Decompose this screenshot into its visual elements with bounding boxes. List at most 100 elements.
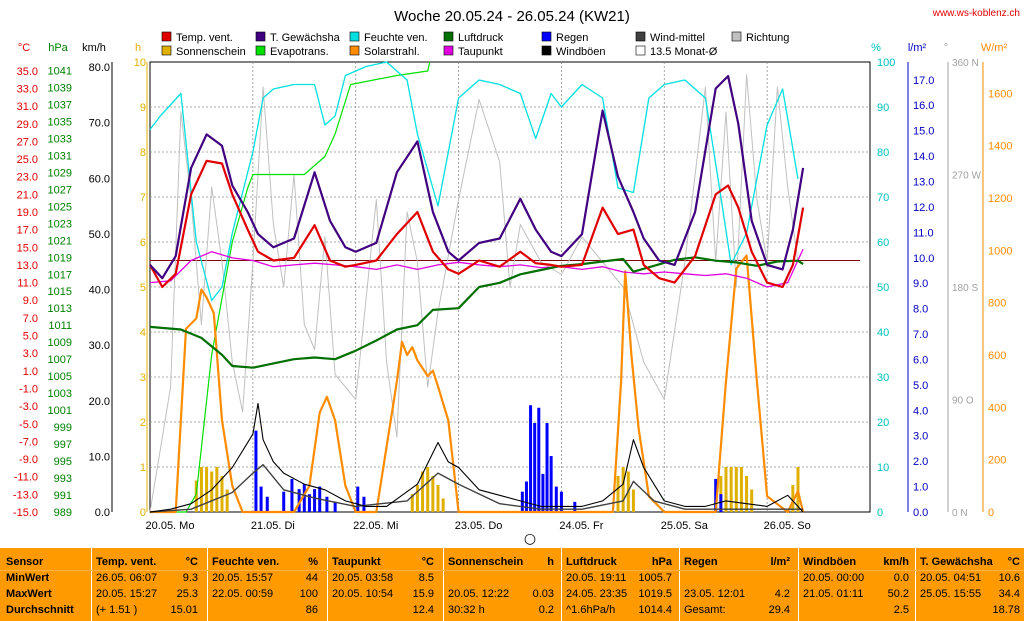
sunshine-bar [631,489,635,512]
legend-label: Windböen [556,46,606,58]
temp-tick-label: -11.0 [14,472,38,484]
stats-row-label: MaxWert [6,588,52,600]
stats-cell-time: 24.05. 23:35 [566,588,628,600]
stats-header-label: T. Gewächsha [920,556,993,568]
sunshine-bar [745,476,749,512]
legend-label: Evapotrans. [270,46,329,58]
sun-tick-label: 6 [140,237,146,249]
rain-bar [559,491,563,512]
solar-tick-label: 1600 [988,88,1012,100]
pressure-tick-label: 1041 [48,65,72,77]
stats-cell-time: 20.05. 15:27 [96,588,158,600]
pressure-tick-label: 1027 [48,184,72,196]
sun-tick-label: 10 [134,57,146,69]
stats-row-label: Durchschnitt [6,604,74,616]
site-link[interactable]: www.ws-koblenz.ch [932,8,1020,19]
rain-tick-label: 12.0 [913,202,934,214]
rain-tick-label: 1.0 [913,482,928,494]
series-line [149,256,804,369]
sunshine-bar [194,480,198,512]
pressure-tick-label: 1009 [48,337,72,349]
humidity-tick-label: 70 [877,192,889,204]
temp-tick-label: 21.0 [17,189,38,201]
bars [194,405,800,512]
pressure-tick-label: 1037 [48,99,72,111]
legend-swatch [443,31,454,42]
humidity-tick-label: 30 [877,372,889,384]
legend-swatch [635,31,646,42]
stats-header-label: Sensor [6,556,44,568]
column-separator [915,548,916,621]
pressure-tick-label: 1011 [48,320,72,332]
rain-tick-label: 11.0 [913,227,934,239]
stats-cell-time: ^1.6hPa/h [566,604,616,616]
stats-cell-time: Gesamt: [684,604,726,616]
stats-cell-time: 21.05. 01:11 [803,588,864,600]
temp-tick-label: 13.0 [17,260,38,272]
temp-tick-label: 1.0 [23,366,38,378]
sunshine-bar [426,467,430,512]
stats-cell-value: 15.01 [170,604,198,616]
rain-bar [529,405,533,512]
solar-tick-label: 1000 [988,245,1012,257]
stats-header-unit: hPa [651,556,672,568]
x-axis-labels: 20.05. Mo 21.05. Di 22.05. Mi 23.05. Do 24.0… [146,520,811,532]
sun-tick-label: 9 [140,102,146,114]
stats-header-unit: h [547,556,554,568]
legend-swatch [255,31,266,42]
rain-bar [325,496,329,512]
rain-tick-label: 3.0 [913,431,928,443]
stats-cell-time: (+ 1.51 ) [96,604,138,616]
stats-cell-time: 22.05. 00:59 [212,588,274,600]
stats-row: Durchschnitt (+ 1.51 ) 15.01 86 12.4 30:32 h 0… [0,604,1024,617]
solar-tick-label: 400 [988,402,1006,414]
stats-cell-time: 20.05. 04:51 [920,572,982,584]
sunshine-bar [729,467,733,512]
humidity-tick-label: 0 [877,507,883,519]
wind-tick-label: 60.0 [89,173,110,185]
rain-tick-label: 10.0 [913,253,934,265]
sunshine-bar [750,489,754,512]
stats-header-unit: % [308,556,318,568]
rain-bar [524,481,528,512]
legend-label: Solarstrahl. [364,46,420,58]
rain-tick-label: 14.0 [913,151,934,163]
series-line [149,159,805,289]
rain-bar [307,494,311,512]
pressure-tick-label: 1001 [48,405,72,417]
column-separator [798,548,799,621]
rain-tick-label: 6.0 [913,354,928,366]
pressure-tick-label: 1039 [48,82,72,94]
rain-bar [541,473,545,512]
rain-bar [554,486,558,512]
pressure-tick-label: 997 [54,439,72,451]
sunshine-bar [739,467,743,512]
sun-tick-label: 5 [140,282,146,294]
rain-bar [313,489,317,512]
wind-unit: km/h [82,42,106,54]
temp-tick-label: -13.0 [13,489,38,501]
wind-tick-label: 80.0 [89,62,110,74]
pressure-tick-label: 1013 [48,303,72,315]
stats-cell-value: 86 [305,604,318,616]
rain-bar [549,456,553,512]
rain-tick-label: 5.0 [913,380,928,392]
temp-tick-label: 35.0 [17,66,38,78]
stats-cell-value: 25.3 [176,588,198,600]
pressure-tick-label: 1033 [48,133,72,145]
stats-cell-time: 26.05. 06:07 [96,572,158,584]
temp-tick-label: 29.0 [17,119,38,131]
temp-tick-label: 25.0 [17,154,38,166]
stats-cell-value: 0.0 [893,572,909,584]
wind-tick-label: 20.0 [89,396,110,408]
rain-tick-label: 16.0 [913,100,934,112]
rain-tick-label: 17.0 [913,75,934,87]
rain-tick-label: 15.0 [913,126,934,138]
stats-cell-value: 34.4 [998,588,1020,600]
stats-cell-value: 1005.7 [638,572,672,584]
temp-tick-label: 7.0 [23,313,38,325]
solar-tick-label: 0 [988,507,994,519]
pressure-tick-label: 993 [54,473,72,485]
rain-bar [282,491,286,512]
x-tick-label: 21.05. Di [251,520,295,532]
